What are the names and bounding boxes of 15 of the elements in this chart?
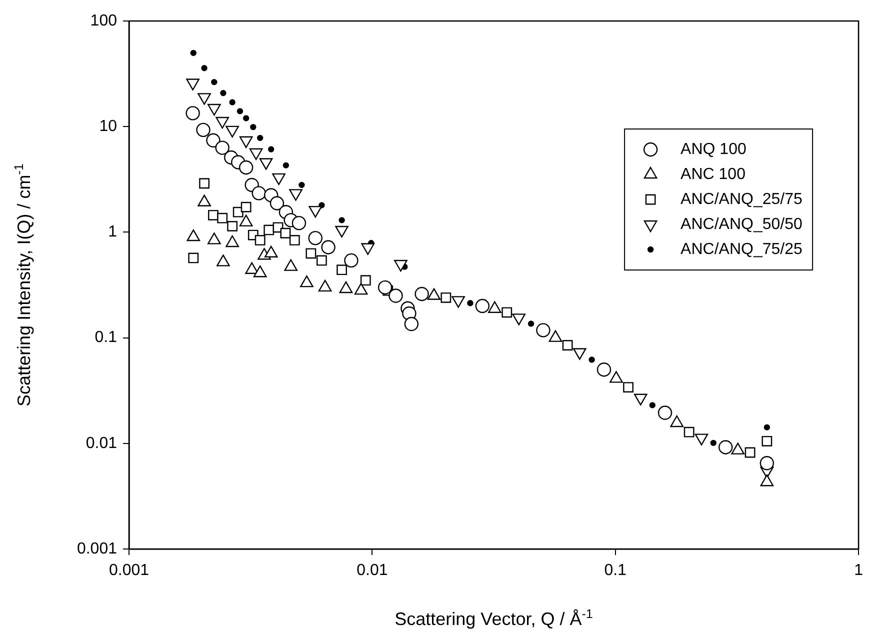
y-tick-label: 0.01 [86,434,118,452]
legend-label: ANC/ANQ_50/50 [680,216,802,233]
y-axis-title: Scattering Intensity, I(Q) / cm-1 [12,164,34,406]
y-tick-label: 10 [99,118,118,136]
x-tick-label: 1 [854,562,864,580]
y-tick-label: 0.1 [94,329,118,346]
legend-label: ANQ 100 [680,140,746,158]
legend-label: ANC 100 [680,166,746,183]
y-tick-label: 1 [108,224,118,241]
x-tick-label: 0.01 [356,562,388,580]
y-tick-label: 0.001 [76,540,118,558]
legend-label: ANC/ANQ_25/75 [680,190,802,208]
legend-label: ANC/ANQ_75/25 [680,240,802,258]
y-tick-label: 100 [90,12,118,30]
x-tick-label: 0.1 [604,562,627,580]
